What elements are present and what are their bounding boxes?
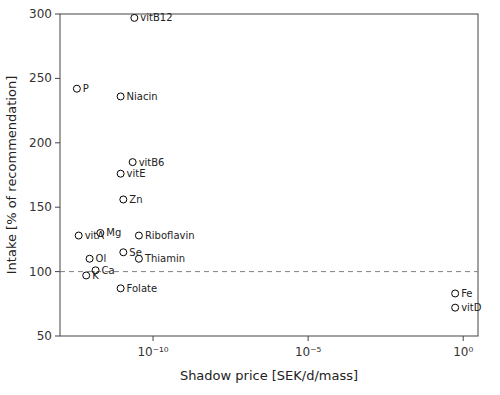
point <box>117 93 124 100</box>
point-label: Zn <box>129 194 142 205</box>
y-axis-label: Intake [% of recommendation] <box>4 76 19 274</box>
y-tick-label: 200 <box>29 136 52 150</box>
point-label: Ol <box>96 253 107 264</box>
point <box>86 255 93 262</box>
plot-frame <box>60 14 478 336</box>
point-label: vitE <box>127 168 146 179</box>
point <box>135 232 142 239</box>
point <box>452 290 459 297</box>
y-tick <box>55 14 60 15</box>
y-tick <box>55 142 60 143</box>
point-label: K <box>92 270 99 281</box>
y-tick <box>55 336 60 337</box>
x-tick-label: 10⁻¹⁰ <box>137 345 168 359</box>
point-label: Ca <box>102 265 115 276</box>
point-label: vitB6 <box>139 157 165 168</box>
point-label: Fe <box>461 288 472 299</box>
y-tick-label: 150 <box>29 200 52 214</box>
point <box>120 196 127 203</box>
point-label: Thiamin <box>144 253 185 264</box>
point <box>129 159 136 166</box>
point-label: vitA <box>85 230 105 241</box>
x-axis-label: Shadow price [SEK/d/mass] <box>180 368 358 383</box>
reference-line <box>60 271 478 272</box>
y-tick-label: 100 <box>29 265 52 279</box>
point-labels: vitB12 P Niacin vitB6vitE Zn vitAMg Riboflavin… <box>83 12 482 313</box>
x-tick <box>463 336 464 341</box>
point <box>73 85 80 92</box>
point <box>131 14 138 21</box>
x-tick <box>308 336 309 341</box>
point <box>83 272 90 279</box>
x-tick <box>153 336 154 341</box>
point <box>452 304 459 311</box>
x-tick-label: 10⁰ <box>453 345 473 359</box>
point-label: vitD <box>461 302 482 313</box>
point <box>117 285 124 292</box>
point-label: vitB12 <box>140 12 172 23</box>
point <box>117 170 124 177</box>
y-tick <box>55 271 60 272</box>
point-label: Riboflavin <box>145 230 195 241</box>
y-tick-label: 300 <box>29 7 52 21</box>
point-label: Folate <box>127 283 158 294</box>
point-label: Mg <box>106 227 121 238</box>
x-tick-label: 10⁻⁵ <box>295 345 322 359</box>
y-tick <box>55 207 60 208</box>
y-tick-label: 50 <box>37 329 52 343</box>
point-label: Se <box>129 247 142 258</box>
point <box>120 249 127 256</box>
plot-area <box>60 14 478 311</box>
point <box>75 232 82 239</box>
chart: 50 100 150 200 250 300 10⁻¹⁰ 10⁻⁵ 10⁰ Shadow pric… <box>0 0 500 395</box>
point-label: P <box>83 83 89 94</box>
y-tick <box>55 78 60 79</box>
point-label: Niacin <box>127 91 158 102</box>
y-tick-label: 250 <box>29 71 52 85</box>
